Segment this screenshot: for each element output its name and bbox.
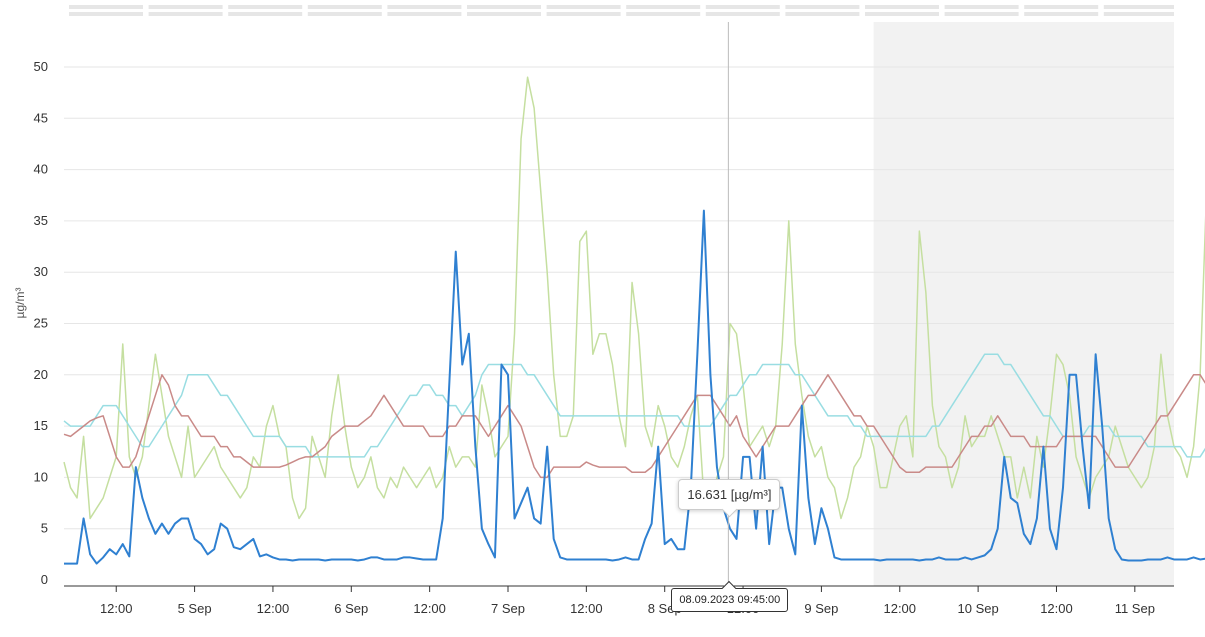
x-axis-ticks: 12:00 5 Sep 12:00 6 Sep 12:00 7 Sep 12:00 8 Sep… [100,586,1155,616]
y-tick-label: 0 [41,572,48,587]
tooltip: 16.631 [µg/m³] [678,478,781,510]
gridlines [64,66,1174,530]
navigator-segment[interactable] [1024,5,1099,9]
y-tick-label: 45 [34,110,48,125]
navigator-segment[interactable] [387,5,462,9]
x-tick-label: 12:00 [883,601,916,616]
y-tick-label: 40 [34,162,48,177]
x-tick-label: 12:00 [257,601,290,616]
y-axis-ticks: 0 5 10 15 20 25 30 35 40 45 50 [34,59,48,587]
navigator-segment[interactable] [307,12,382,16]
y-axis-title: µg/m³ [13,288,27,319]
navigator-segment[interactable] [705,12,780,16]
navigator-strip[interactable] [69,5,1174,16]
series-line-2[interactable] [63,353,1205,458]
navigator-segment[interactable] [69,12,143,16]
navigator-segment[interactable] [785,5,860,9]
y-tick-label: 10 [34,469,48,484]
navigator-segment[interactable] [387,12,462,16]
x-tick-label: 12:00 [100,601,133,616]
navigator-segment[interactable] [148,5,223,9]
navigator-segment[interactable] [626,5,701,9]
navigator-segment[interactable] [1103,12,1174,16]
navigator-segment[interactable] [546,12,621,16]
navigator-segment[interactable] [1024,12,1099,16]
navigator-segment[interactable] [865,12,939,16]
y-tick-label: 25 [34,316,48,331]
crosshair-time-label: 08.09.2023 09:45:00 [671,588,789,612]
series-group [63,76,1205,565]
x-tick-label: 11 Sep [1115,601,1155,616]
navigator-segment[interactable] [865,5,939,9]
y-tick-label: 15 [34,418,48,433]
navigator-segment[interactable] [467,5,541,9]
y-tick-label: 20 [34,367,48,382]
y-tick-label: 30 [34,264,48,279]
navigator-segment[interactable] [307,5,382,9]
x-tick-label: 12:00 [1040,601,1073,616]
y-tick-label: 35 [34,213,48,228]
navigator-segment[interactable] [705,5,780,9]
x-tick-label: 7 Sep [491,601,525,616]
navigator-segment[interactable] [626,12,701,16]
navigator-segment[interactable] [228,12,303,16]
navigator-segment[interactable] [69,5,143,9]
series-line-3[interactable] [63,374,1205,479]
navigator-segment[interactable] [148,12,223,16]
navigator-segment[interactable] [944,12,1019,16]
navigator-segment[interactable] [228,5,303,9]
navigator-segment[interactable] [785,12,860,16]
x-tick-label: 10 Sep [958,601,999,616]
navigator-segment[interactable] [467,12,541,16]
x-tick-label: 6 Sep [334,601,368,616]
y-tick-label: 50 [34,59,48,74]
navigator-segment[interactable] [944,5,1019,9]
x-tick-label: 12:00 [570,601,603,616]
y-tick-label: 5 [41,521,48,536]
x-tick-label: 5 Sep [178,601,212,616]
x-tick-label: 9 Sep [804,601,838,616]
forecast-shading [873,22,1174,586]
x-tick-label: 12:00 [413,601,446,616]
navigator-segment[interactable] [546,5,621,9]
series-line-4[interactable] [64,209,1205,565]
navigator-segment[interactable] [1103,5,1174,9]
